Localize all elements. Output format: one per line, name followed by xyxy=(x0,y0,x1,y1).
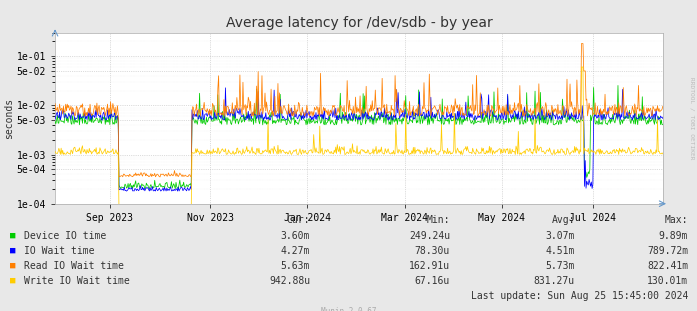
Text: 130.01m: 130.01m xyxy=(647,276,688,286)
Text: Max:: Max: xyxy=(664,215,688,225)
Text: 942.88u: 942.88u xyxy=(269,276,310,286)
Text: 67.16u: 67.16u xyxy=(415,276,450,286)
Text: 789.72m: 789.72m xyxy=(647,246,688,256)
Text: Munin 2.0.67: Munin 2.0.67 xyxy=(321,307,376,311)
Text: 3.60m: 3.60m xyxy=(281,231,310,241)
Text: 5.63m: 5.63m xyxy=(281,261,310,271)
Text: ■: ■ xyxy=(10,276,15,285)
Text: 5.73m: 5.73m xyxy=(546,261,575,271)
Title: Average latency for /dev/sdb - by year: Average latency for /dev/sdb - by year xyxy=(226,16,492,30)
Text: Read IO Wait time: Read IO Wait time xyxy=(24,261,124,271)
Text: Write IO Wait time: Write IO Wait time xyxy=(24,276,130,286)
Text: 162.91u: 162.91u xyxy=(409,261,450,271)
Text: RRDTOOL / TOBI OETIKER: RRDTOOL / TOBI OETIKER xyxy=(689,77,695,160)
Text: 822.41m: 822.41m xyxy=(647,261,688,271)
Text: IO Wait time: IO Wait time xyxy=(24,246,95,256)
Text: 9.89m: 9.89m xyxy=(659,231,688,241)
Text: Min:: Min: xyxy=(427,215,450,225)
Text: 3.07m: 3.07m xyxy=(546,231,575,241)
Text: 4.51m: 4.51m xyxy=(546,246,575,256)
Text: Last update: Sun Aug 25 15:45:00 2024: Last update: Sun Aug 25 15:45:00 2024 xyxy=(470,291,688,301)
Text: Cur:: Cur: xyxy=(286,215,310,225)
Text: 249.24u: 249.24u xyxy=(409,231,450,241)
Text: ■: ■ xyxy=(10,261,15,270)
Text: 831.27u: 831.27u xyxy=(534,276,575,286)
Y-axis label: seconds: seconds xyxy=(4,98,14,139)
Text: ■: ■ xyxy=(10,231,15,240)
Text: Device IO time: Device IO time xyxy=(24,231,106,241)
Text: Avg:: Avg: xyxy=(551,215,575,225)
Text: 4.27m: 4.27m xyxy=(281,246,310,256)
Text: ■: ■ xyxy=(10,246,15,255)
Text: 78.30u: 78.30u xyxy=(415,246,450,256)
